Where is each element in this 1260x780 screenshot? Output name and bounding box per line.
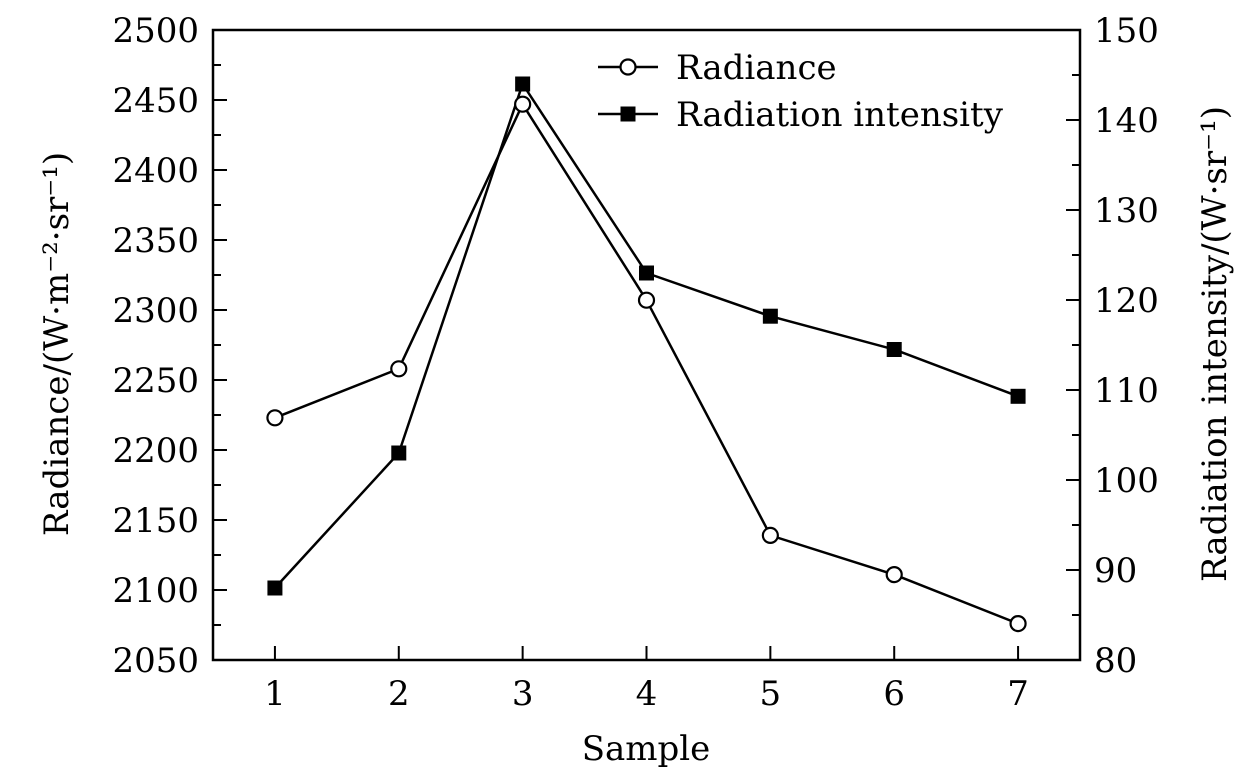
x-tick-label-7: 7 [1007,674,1029,714]
right-y-tick-label-140: 140 [1094,101,1159,141]
legend-marker-radiation-intensity [620,106,636,122]
left-y-tick-label-2250: 2250 [112,361,199,401]
radiation-intensity-point-2 [391,445,407,461]
right-y-tick-label-120: 120 [1094,281,1159,321]
radiance-point-7 [1009,614,1027,633]
series-lines [273,81,1019,625]
legend: Radiance Radiation intensity [598,48,1004,135]
right-y-tick-label-90: 90 [1094,551,1137,591]
x-axis-title: Sample [582,729,711,769]
right-y-tick-label-110: 110 [1094,371,1159,411]
axis-tick-labels: 1 2 3 4 5 6 7 2050 2100 2150 2200 2250 2300 2350 2400 2… [112,11,1158,714]
radiation-intensity-point-5 [762,308,778,324]
left-y-tick-label-2450: 2450 [112,81,199,121]
legend-marker-radiance [619,58,637,76]
radiation-intensity-point-7 [1010,388,1026,404]
left-y-tick-label-2150: 2150 [112,501,199,541]
radiation-intensity-point-3 [515,76,531,92]
radiation-intensity-point-4 [639,265,654,281]
radiance-point-3 [514,95,532,113]
radiation-intensity-point-1 [267,580,283,596]
right-y-tick-label-80: 80 [1094,641,1137,681]
legend-label-radiation-intensity: Radiation intensity [676,95,1004,135]
x-tick-label-1: 1 [264,674,286,714]
radiation-intensity-line [273,81,1019,589]
left-y-tick-label-2350: 2350 [112,221,199,261]
right-y-tick-label-100: 100 [1094,461,1159,501]
left-y-tick-label-2200: 2200 [112,431,199,471]
right-y-tick-label-130: 130 [1094,191,1159,231]
radiance-point-5 [761,526,779,545]
radiance-point-2 [390,360,408,378]
x-tick-label-3: 3 [512,674,534,714]
left-y-tick-label-2400: 2400 [112,151,199,191]
radiation-intensity-point-6 [886,342,902,357]
left-y-tick-label-2500: 2500 [112,11,199,51]
left-y-axis-title: Radiance/(W·m⁻²·sr⁻¹) [37,152,77,536]
radiance-point-1 [266,409,284,427]
right-y-axis-title: Radiation intensity/(W·sr⁻¹) [1195,106,1235,582]
radiance-point-6 [885,565,903,584]
left-y-tick-label-2050: 2050 [112,641,199,681]
left-y-tick-label-2100: 2100 [112,571,199,611]
series-markers [266,76,1027,633]
legend-label-radiance: Radiance [676,48,837,88]
x-tick-label-4: 4 [636,674,658,714]
x-tick-label-6: 6 [883,674,905,714]
left-y-tick-label-2300: 2300 [112,291,199,331]
radiance-line [274,101,1019,625]
x-tick-label-5: 5 [760,674,782,714]
right-y-tick-label-150: 150 [1094,11,1159,51]
x-tick-label-2: 2 [388,674,410,714]
radiance-point-4 [637,291,656,309]
axis-ticks [213,29,1080,661]
